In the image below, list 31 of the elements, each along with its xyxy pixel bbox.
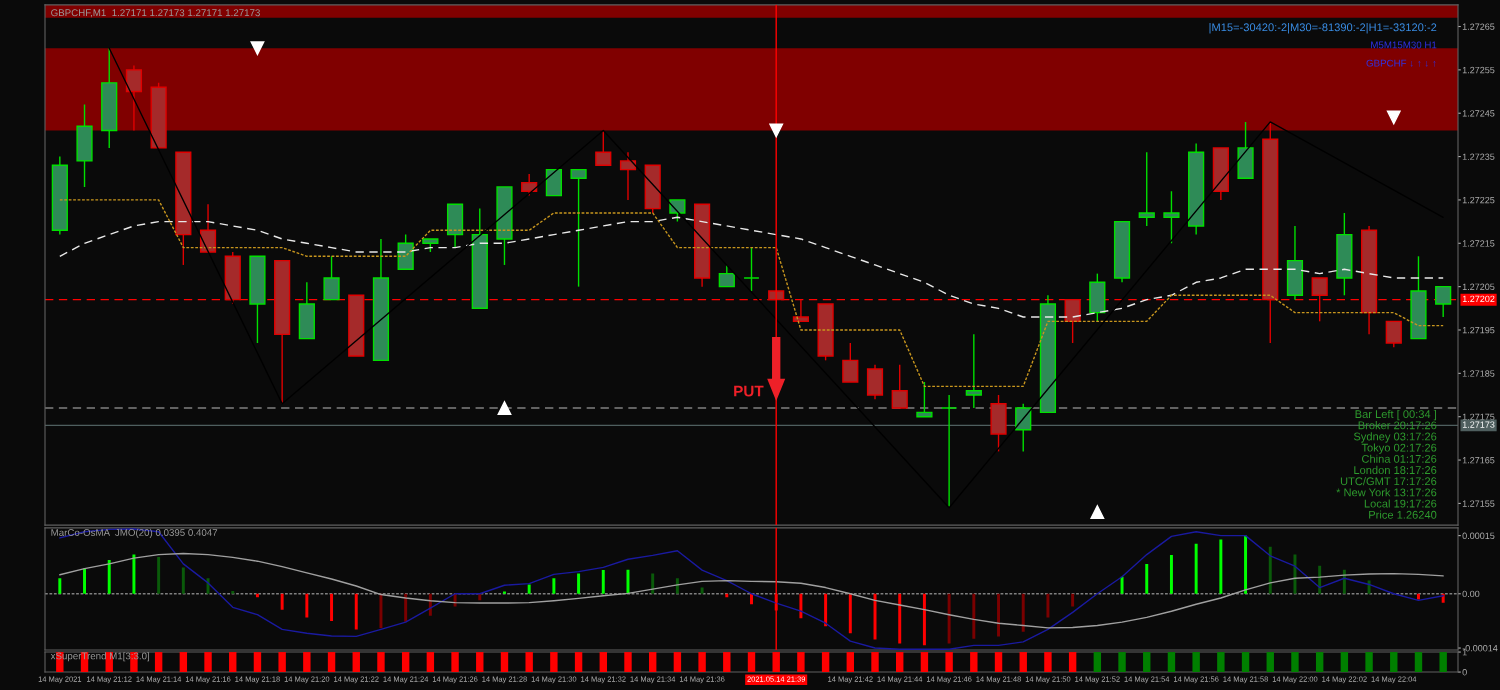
- annotation: GBPCHF ↓ ↑ ↓ ↑: [1366, 59, 1436, 67]
- annotation: * New York 13:17:26: [1336, 488, 1437, 497]
- chart-title: GBPCHF,M1 1.27171 1.27173 1.27171 1.27173: [51, 9, 260, 18]
- annotation: UTC/GMT 17:17:26: [1340, 477, 1437, 486]
- annotation: Bar Left [ 00:34 ]: [1355, 409, 1437, 421]
- y-tick-label: 1.27155: [1462, 500, 1495, 507]
- annotation: London 18:17:26: [1354, 465, 1437, 474]
- annotation: Price 1.26240: [1369, 510, 1437, 519]
- y-tick-label: 1.27225: [1462, 196, 1495, 204]
- annotation: China 01:17:26: [1362, 454, 1437, 463]
- y-tick-label: 1.27255: [1462, 66, 1495, 74]
- y-tick-label: 1.27185: [1462, 370, 1495, 377]
- y-tick-label: 1.27175: [1462, 413, 1495, 421]
- annotation: Local 19:17:26: [1364, 499, 1437, 508]
- y-tick-label: 0.00: [1462, 590, 1480, 598]
- y-tick-label: 1.27215: [1462, 240, 1495, 247]
- annotation: Sydney 03:17:26: [1353, 432, 1437, 443]
- annotation: M5M15M30 H1: [1371, 41, 1437, 49]
- y-tick-label: 1.27165: [1462, 457, 1495, 464]
- y-tick-label: 1.27245: [1462, 110, 1495, 117]
- ref-line-label: 1.27173: [1462, 421, 1495, 428]
- y-tick-label: 0.00015: [1462, 532, 1495, 539]
- annotation: Tokyo 02:17:26: [1361, 443, 1437, 454]
- y-tick-label: 1.27205: [1462, 283, 1495, 290]
- ref-line-label: 1.27202: [1462, 295, 1495, 303]
- y-tick-label: 1.27195: [1462, 326, 1495, 334]
- y-tick-label: 1.27265: [1462, 23, 1495, 30]
- y-tick-label: 1.27235: [1462, 153, 1495, 160]
- y-tick-label: 0: [1462, 669, 1467, 676]
- annotation: PUT: [734, 385, 764, 397]
- annotation: |M15=-30420:-2|M30=-81390:-2|H1=-33120:-2: [1209, 23, 1437, 34]
